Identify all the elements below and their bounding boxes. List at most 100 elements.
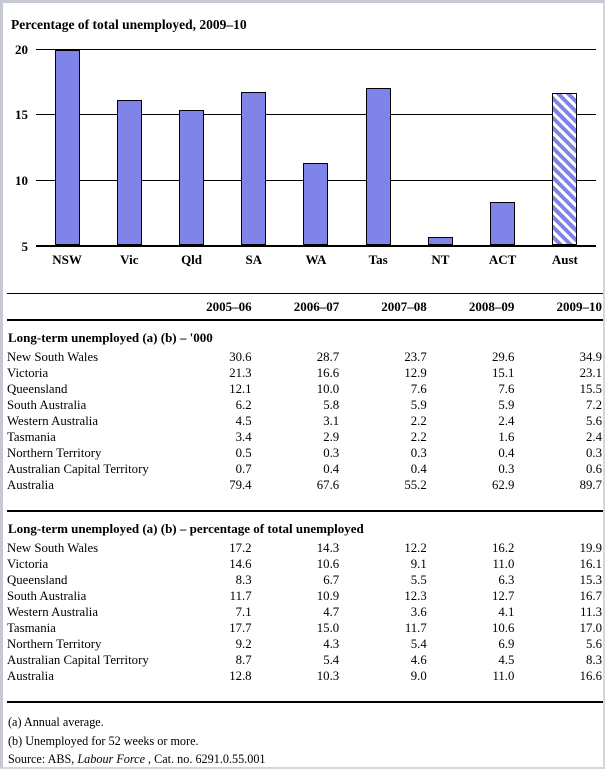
cell-value: 4.7 xyxy=(323,604,340,619)
cell-value: 4.6 xyxy=(410,652,427,667)
cell-value: 5.4 xyxy=(410,636,427,651)
section-spacer-cell xyxy=(7,684,603,703)
row-label: Tasmania xyxy=(7,620,56,635)
table-header-row: 2005–06 2006–07 2007–08 2008–09 2009–10 xyxy=(7,293,603,321)
bar-slot-vic xyxy=(98,49,160,245)
y-axis-tick-label: 20 xyxy=(15,42,28,57)
cell-value: 12.3 xyxy=(404,588,427,603)
cell-value: 7.2 xyxy=(586,397,602,412)
section-title: Long-term unemployed (a) (b) – '000 xyxy=(8,330,213,345)
cell-value: 62.9 xyxy=(491,477,515,492)
row-label: Victoria xyxy=(7,365,49,380)
cell-value: 6.7 xyxy=(323,572,340,587)
table-row: Queensland 8.3 6.7 5.5 6.3 15.3 xyxy=(7,572,603,588)
cell-value: 12.2 xyxy=(404,540,427,555)
cell-value: 89.7 xyxy=(579,477,602,492)
table-row: Queensland 12.1 10.0 7.6 7.6 15.5 xyxy=(7,381,603,397)
cell-value: 5.4 xyxy=(323,652,340,667)
cell-value: 15.3 xyxy=(579,572,602,587)
cell-value: 9.1 xyxy=(410,556,427,571)
cell-value: 5.6 xyxy=(586,413,602,428)
cell-value: 5.9 xyxy=(498,397,515,412)
bar-slot-wa xyxy=(285,49,347,245)
cell-value: 14.6 xyxy=(229,556,252,571)
row-label: Australia xyxy=(7,668,54,683)
gridline-5: 5 xyxy=(22,239,596,254)
cell-value: 21.3 xyxy=(229,365,252,380)
cell-value: 11.0 xyxy=(492,556,515,571)
cell-value: 0.3 xyxy=(323,445,340,460)
table-row: New South Wales 30.6 28.7 23.7 29.6 34.9 xyxy=(7,349,603,365)
row-label: Australia xyxy=(7,477,54,492)
bar-act xyxy=(490,201,516,245)
cell-value: 79.4 xyxy=(229,477,252,492)
cell-value: 55.2 xyxy=(404,477,427,492)
cell-value: 4.1 xyxy=(498,604,515,619)
cell-value: 12.7 xyxy=(491,588,515,603)
table-row: Australian Capital Territory 0.7 0.4 0.4 0.3… xyxy=(7,461,603,477)
cell-value: 5.6 xyxy=(586,636,602,651)
cell-value: 2.2 xyxy=(410,413,427,428)
cell-value: 11.3 xyxy=(580,604,602,619)
x-axis-labels: NSW Vic Qld SA WA Tas NT ACT Aust xyxy=(36,252,596,267)
cell-value: 0.3 xyxy=(410,445,427,460)
cell-value: 11.7 xyxy=(229,588,252,603)
row-label: Australian Capital Territory xyxy=(7,652,149,667)
section-title: Long-term unemployed (a) (b) – percentag… xyxy=(8,521,364,536)
section-spacer-row xyxy=(7,684,603,703)
table-row: Tasmania 17.7 15.0 11.7 10.6 17.0 xyxy=(7,620,603,636)
table-row: South Australia 6.2 5.8 5.9 5.9 7.2 xyxy=(7,397,603,413)
bar-slot-qld xyxy=(160,49,222,245)
cell-value: 2.2 xyxy=(410,429,427,444)
cell-value: 3.4 xyxy=(235,429,252,444)
table-row: Western Australia 7.1 4.7 3.6 4.1 11.3 xyxy=(7,604,603,620)
cell-value: 16.6 xyxy=(579,668,602,683)
cell-value: 16.6 xyxy=(316,365,340,380)
cell-value: 30.6 xyxy=(229,349,252,364)
column-header: 2008–09 xyxy=(427,293,516,321)
cell-value: 6.3 xyxy=(498,572,515,587)
row-label: Northern Territory xyxy=(7,445,102,460)
cell-value: 0.5 xyxy=(235,445,252,460)
cell-value: 3.6 xyxy=(410,604,427,619)
cell-value: 23.1 xyxy=(579,365,602,380)
bar-slot-sa xyxy=(223,49,285,245)
x-axis-label-nsw: NSW xyxy=(52,252,82,267)
table-row: Victoria 14.6 10.6 9.1 11.0 16.1 xyxy=(7,556,603,572)
x-axis-label-wa: WA xyxy=(305,252,327,267)
cell-value: 16.1 xyxy=(579,556,602,571)
cell-value: 19.9 xyxy=(579,540,602,555)
cell-value: 12.8 xyxy=(229,668,252,683)
cell-value: 34.9 xyxy=(579,349,602,364)
cell-value: 10.6 xyxy=(491,620,515,635)
column-header: 2005–06 xyxy=(165,293,253,321)
bar-slot-act xyxy=(472,49,534,245)
chart-plot: 5 10 15 20 xyxy=(15,42,596,254)
bar-wa xyxy=(303,162,329,245)
table-row: South Australia 11.7 10.9 12.3 12.7 16.7 xyxy=(7,588,603,604)
row-label: Victoria xyxy=(7,556,49,571)
cell-value: 0.4 xyxy=(498,445,515,460)
cell-value: 2.9 xyxy=(323,429,340,444)
cell-value: 1.6 xyxy=(498,429,515,444)
cell-value: 0.7 xyxy=(235,461,252,476)
bar-slot-nt xyxy=(409,49,471,245)
table-row: Australian Capital Territory 8.7 5.4 4.6 4.5… xyxy=(7,652,603,668)
cell-value: 2.4 xyxy=(586,429,602,444)
data-table: 2005–06 2006–07 2007–08 2008–09 2009–10 Long… xyxy=(7,293,603,703)
cell-value: 28.7 xyxy=(316,349,340,364)
gridline-20: 20 xyxy=(15,42,596,57)
bar-qld xyxy=(179,110,205,245)
cell-value: 2.4 xyxy=(498,413,515,428)
row-label: Australian Capital Territory xyxy=(7,461,149,476)
x-axis-label-aust: Aust xyxy=(551,252,578,267)
cell-value: 8.7 xyxy=(235,652,252,667)
source-title: Labour Force xyxy=(77,752,145,766)
cell-value: 7.6 xyxy=(498,381,515,396)
cell-value: 10.3 xyxy=(316,668,340,683)
y-axis-tick-label: 15 xyxy=(15,107,28,123)
gridline-15: 15 xyxy=(15,107,596,122)
table-section-2: Long-term unemployed (a) (b) – percentag… xyxy=(7,511,603,703)
cell-value: 8.3 xyxy=(586,652,602,667)
bar-nsw xyxy=(54,50,80,245)
